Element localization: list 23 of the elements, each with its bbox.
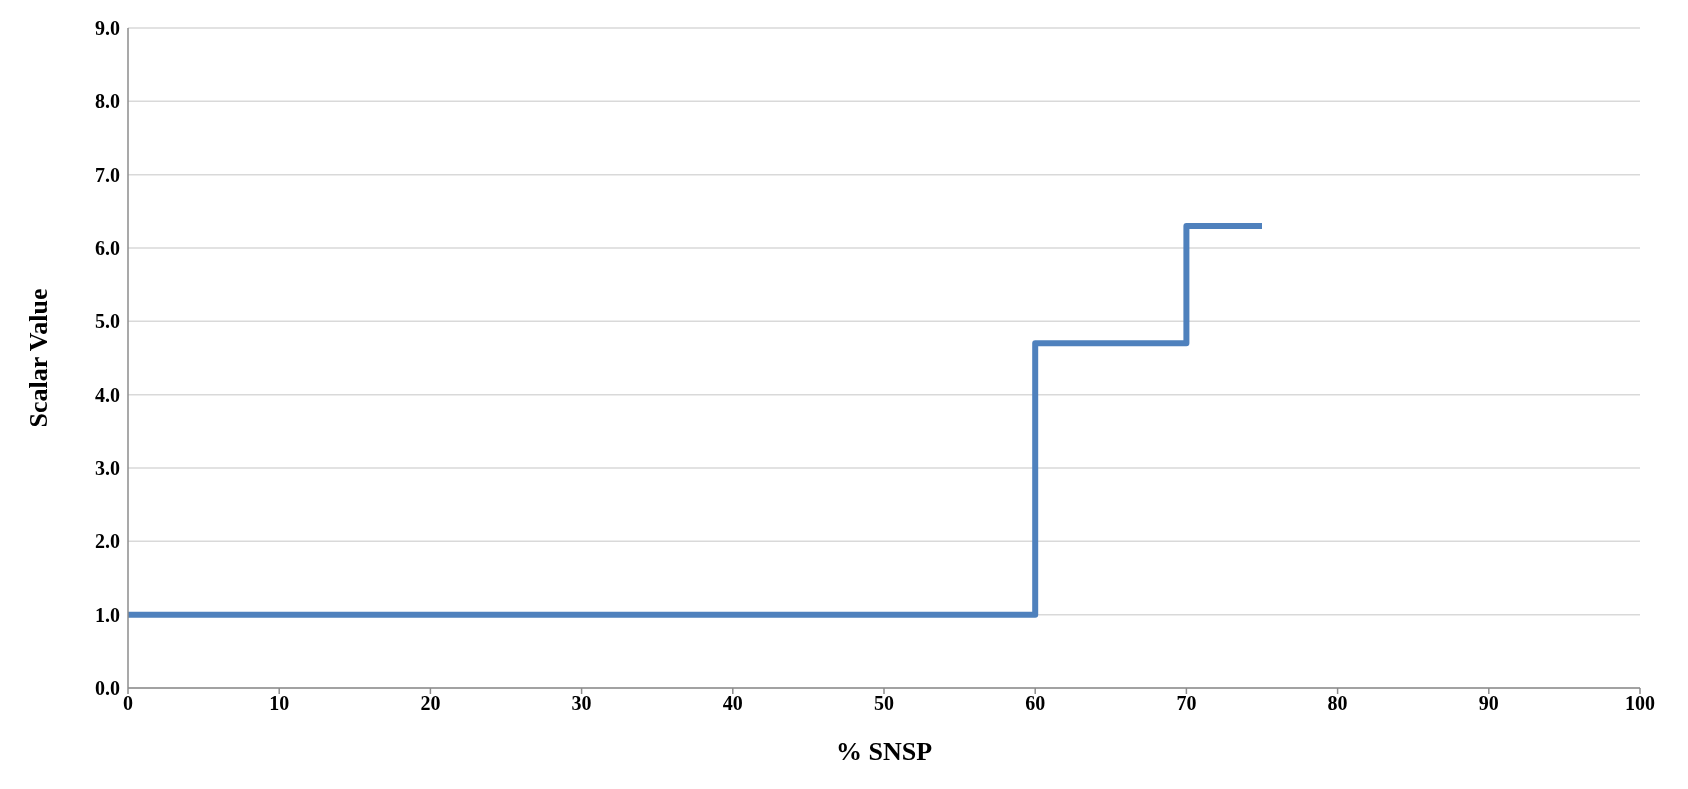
x-tick-label: 40 xyxy=(722,692,743,715)
x-tick-label: 30 xyxy=(571,692,592,715)
y-tick-label: 4.0 xyxy=(95,383,120,406)
x-tick-label: 20 xyxy=(420,692,441,715)
x-tick-label: 80 xyxy=(1327,692,1348,715)
y-tick-label: 0.0 xyxy=(95,677,120,700)
x-tick-label: 100 xyxy=(1625,692,1655,715)
x-tick-label: 90 xyxy=(1478,692,1499,715)
y-tick-label: 6.0 xyxy=(95,237,120,260)
x-tick-label: 70 xyxy=(1176,692,1197,715)
x-tick-label: 60 xyxy=(1025,692,1046,715)
x-tick-label: 0 xyxy=(123,692,133,715)
y-axis-title: Scalar Value xyxy=(24,288,54,428)
x-tick-label: 10 xyxy=(269,692,290,715)
y-tick-label: 1.0 xyxy=(95,603,120,626)
y-tick-label: 5.0 xyxy=(95,310,120,333)
y-tick-label: 7.0 xyxy=(95,163,120,186)
y-tick-label: 3.0 xyxy=(95,457,120,480)
y-tick-label: 8.0 xyxy=(95,90,120,113)
y-tick-label: 9.0 xyxy=(95,17,120,40)
x-tick-label: 50 xyxy=(874,692,894,715)
x-axis-title: % SNSP xyxy=(835,737,933,766)
y-tick-label: 2.0 xyxy=(95,530,120,553)
